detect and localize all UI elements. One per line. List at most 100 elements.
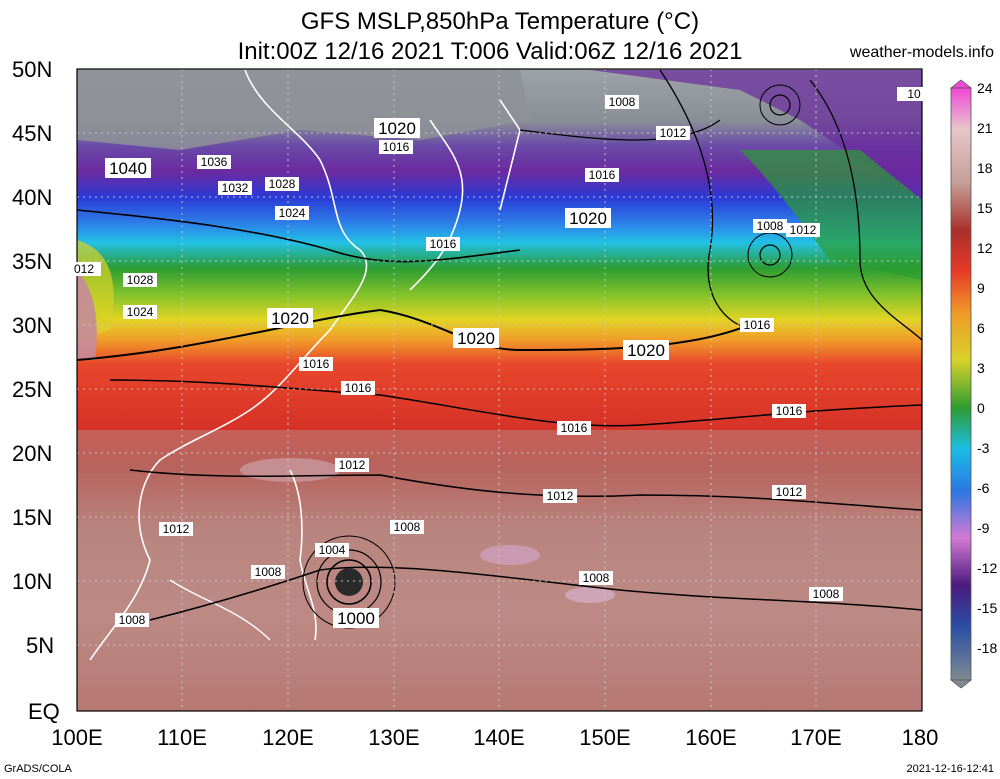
lat-label: 10N	[12, 569, 52, 594]
isobar-label: 1020	[627, 341, 665, 360]
lon-label: 170E	[790, 725, 841, 750]
lat-label: 45N	[12, 121, 52, 146]
isobar-label-box	[197, 155, 231, 169]
isobar-label: 1032	[222, 181, 249, 195]
colorbar-scale	[950, 87, 972, 681]
isobar-label: 1020	[457, 329, 495, 348]
isobar-label-box	[374, 118, 420, 138]
lon-label: 100E	[51, 725, 102, 750]
isobar-label: 1008	[583, 571, 610, 585]
lat-label: 15N	[12, 505, 52, 530]
isobar-label-box	[809, 587, 843, 601]
isobar-label: 1028	[269, 177, 296, 191]
isobar-label-box	[123, 273, 157, 287]
isobar-label-box	[251, 565, 285, 579]
isobar-label-box	[623, 340, 669, 360]
isobar-label: 1016	[744, 318, 771, 332]
isobar-label-box	[543, 489, 577, 503]
isobar-label: 1016	[589, 168, 616, 182]
isobar-label-box	[341, 381, 375, 395]
colorbar: 24 21 18 15 12 9 6 3 0 -3 -6 -9 -12 -15 -18	[949, 79, 997, 689]
isobar-label: 1008	[757, 219, 784, 233]
isobar-label: 1024	[279, 206, 306, 220]
lat-label: 25N	[12, 377, 52, 402]
colorbar-top-arrow	[949, 79, 973, 89]
lat-label: 30N	[12, 313, 52, 338]
colorbar-label: -18	[977, 640, 997, 656]
isobar-label-box	[390, 520, 424, 534]
isobar-label-box	[740, 318, 774, 332]
isobar-label: 1004	[319, 543, 346, 557]
lon-label: 150E	[579, 725, 630, 750]
isobar-label-box	[159, 522, 193, 536]
isobar-label-box	[605, 95, 639, 109]
colorbar-label: 3	[977, 360, 985, 376]
colorbar-label: -9	[977, 520, 990, 536]
lon-label: 140E	[473, 725, 524, 750]
colorbar-label: 24	[977, 80, 993, 96]
isobar-label-box	[897, 87, 931, 101]
colorbar-label: 15	[977, 200, 993, 216]
isobar-label: 1028	[127, 273, 154, 287]
isobar-label: 1008	[394, 520, 421, 534]
isobar-label: 1008	[119, 613, 146, 627]
colorbar-label: 21	[977, 120, 993, 136]
colorbar-label: 9	[977, 280, 985, 296]
isobar-label: 1012	[790, 223, 817, 237]
colorbar-label: -12	[977, 560, 997, 576]
lat-label: 40N	[12, 185, 52, 210]
isobar-label: 1012	[776, 485, 803, 499]
isobar-label: 1016	[561, 421, 588, 435]
isobar-label-box	[315, 543, 349, 557]
isobar-label-box	[786, 223, 820, 237]
map-subtitle: Init:00Z 12/16 2021 T:006 Valid:06Z 12/1…	[237, 38, 743, 65]
isobar-label-box	[333, 608, 379, 628]
isobar-label: 1008	[609, 95, 636, 109]
isobar-label: 1024	[127, 305, 154, 319]
lon-label: 120E	[262, 725, 313, 750]
colorbar-label: 18	[977, 160, 993, 176]
isobar-label-box	[105, 158, 151, 178]
lat-label: 5N	[26, 633, 54, 658]
colorbar-label: -15	[977, 600, 997, 616]
isobar-label-box	[267, 308, 313, 328]
isobar-label: 1036	[201, 155, 228, 169]
colorbar-label: -3	[977, 440, 990, 456]
map-title: GFS MSLP,850hPa Temperature (°C)	[300, 8, 700, 35]
isobar-label: 012	[74, 262, 94, 276]
isobar-label: 1008	[255, 565, 282, 579]
isobar-label-box	[426, 237, 460, 251]
isobar-labels: 1040 1036 1032 1028 1024 1020 1016 1008 1012 1016…	[67, 87, 931, 628]
isobar-label: 1012	[163, 522, 190, 536]
footer-timestamp: 2021-12-16-12:41	[906, 763, 994, 775]
isobar-label-box	[772, 485, 806, 499]
isobar-label: 1020	[569, 209, 607, 228]
isobar-label: 1020	[378, 119, 416, 138]
isobar-label: 1012	[660, 126, 687, 140]
brand-label: weather-models.info	[849, 44, 994, 61]
isobar-label-box	[565, 208, 611, 228]
isobar-label: 1000	[337, 609, 375, 628]
colorbar-label: -6	[977, 480, 990, 496]
isobar-label: 1012	[339, 458, 366, 472]
lon-label: 110E	[157, 725, 207, 750]
latitude-axis: 50N 45N 40N 35N 30N 25N 20N 15N 10N 5N E…	[12, 57, 60, 724]
isobar-label-box	[557, 421, 591, 435]
isobar-label: 1040	[109, 159, 147, 178]
isobar-label: 1008	[813, 587, 840, 601]
isobar-label: 1012	[547, 489, 574, 503]
isobar-label-box	[585, 168, 619, 182]
isobar-label: 1020	[271, 309, 309, 328]
lon-label: 130E	[368, 725, 419, 750]
isobar-label-box	[299, 357, 333, 371]
isobar-label-box	[379, 140, 413, 154]
isobar-label: 1016	[303, 357, 330, 371]
colorbar-label: 6	[977, 320, 985, 336]
isobar-label-box	[753, 219, 787, 233]
isobar-label-box	[275, 206, 309, 220]
isobar-label-box	[123, 305, 157, 319]
isobar-label-box	[656, 126, 690, 140]
longitude-axis: 100E 110E 120E 130E 140E 150E 160E 170E …	[51, 725, 938, 750]
isobar-label: 1016	[345, 381, 372, 395]
plot-frame	[76, 68, 923, 712]
